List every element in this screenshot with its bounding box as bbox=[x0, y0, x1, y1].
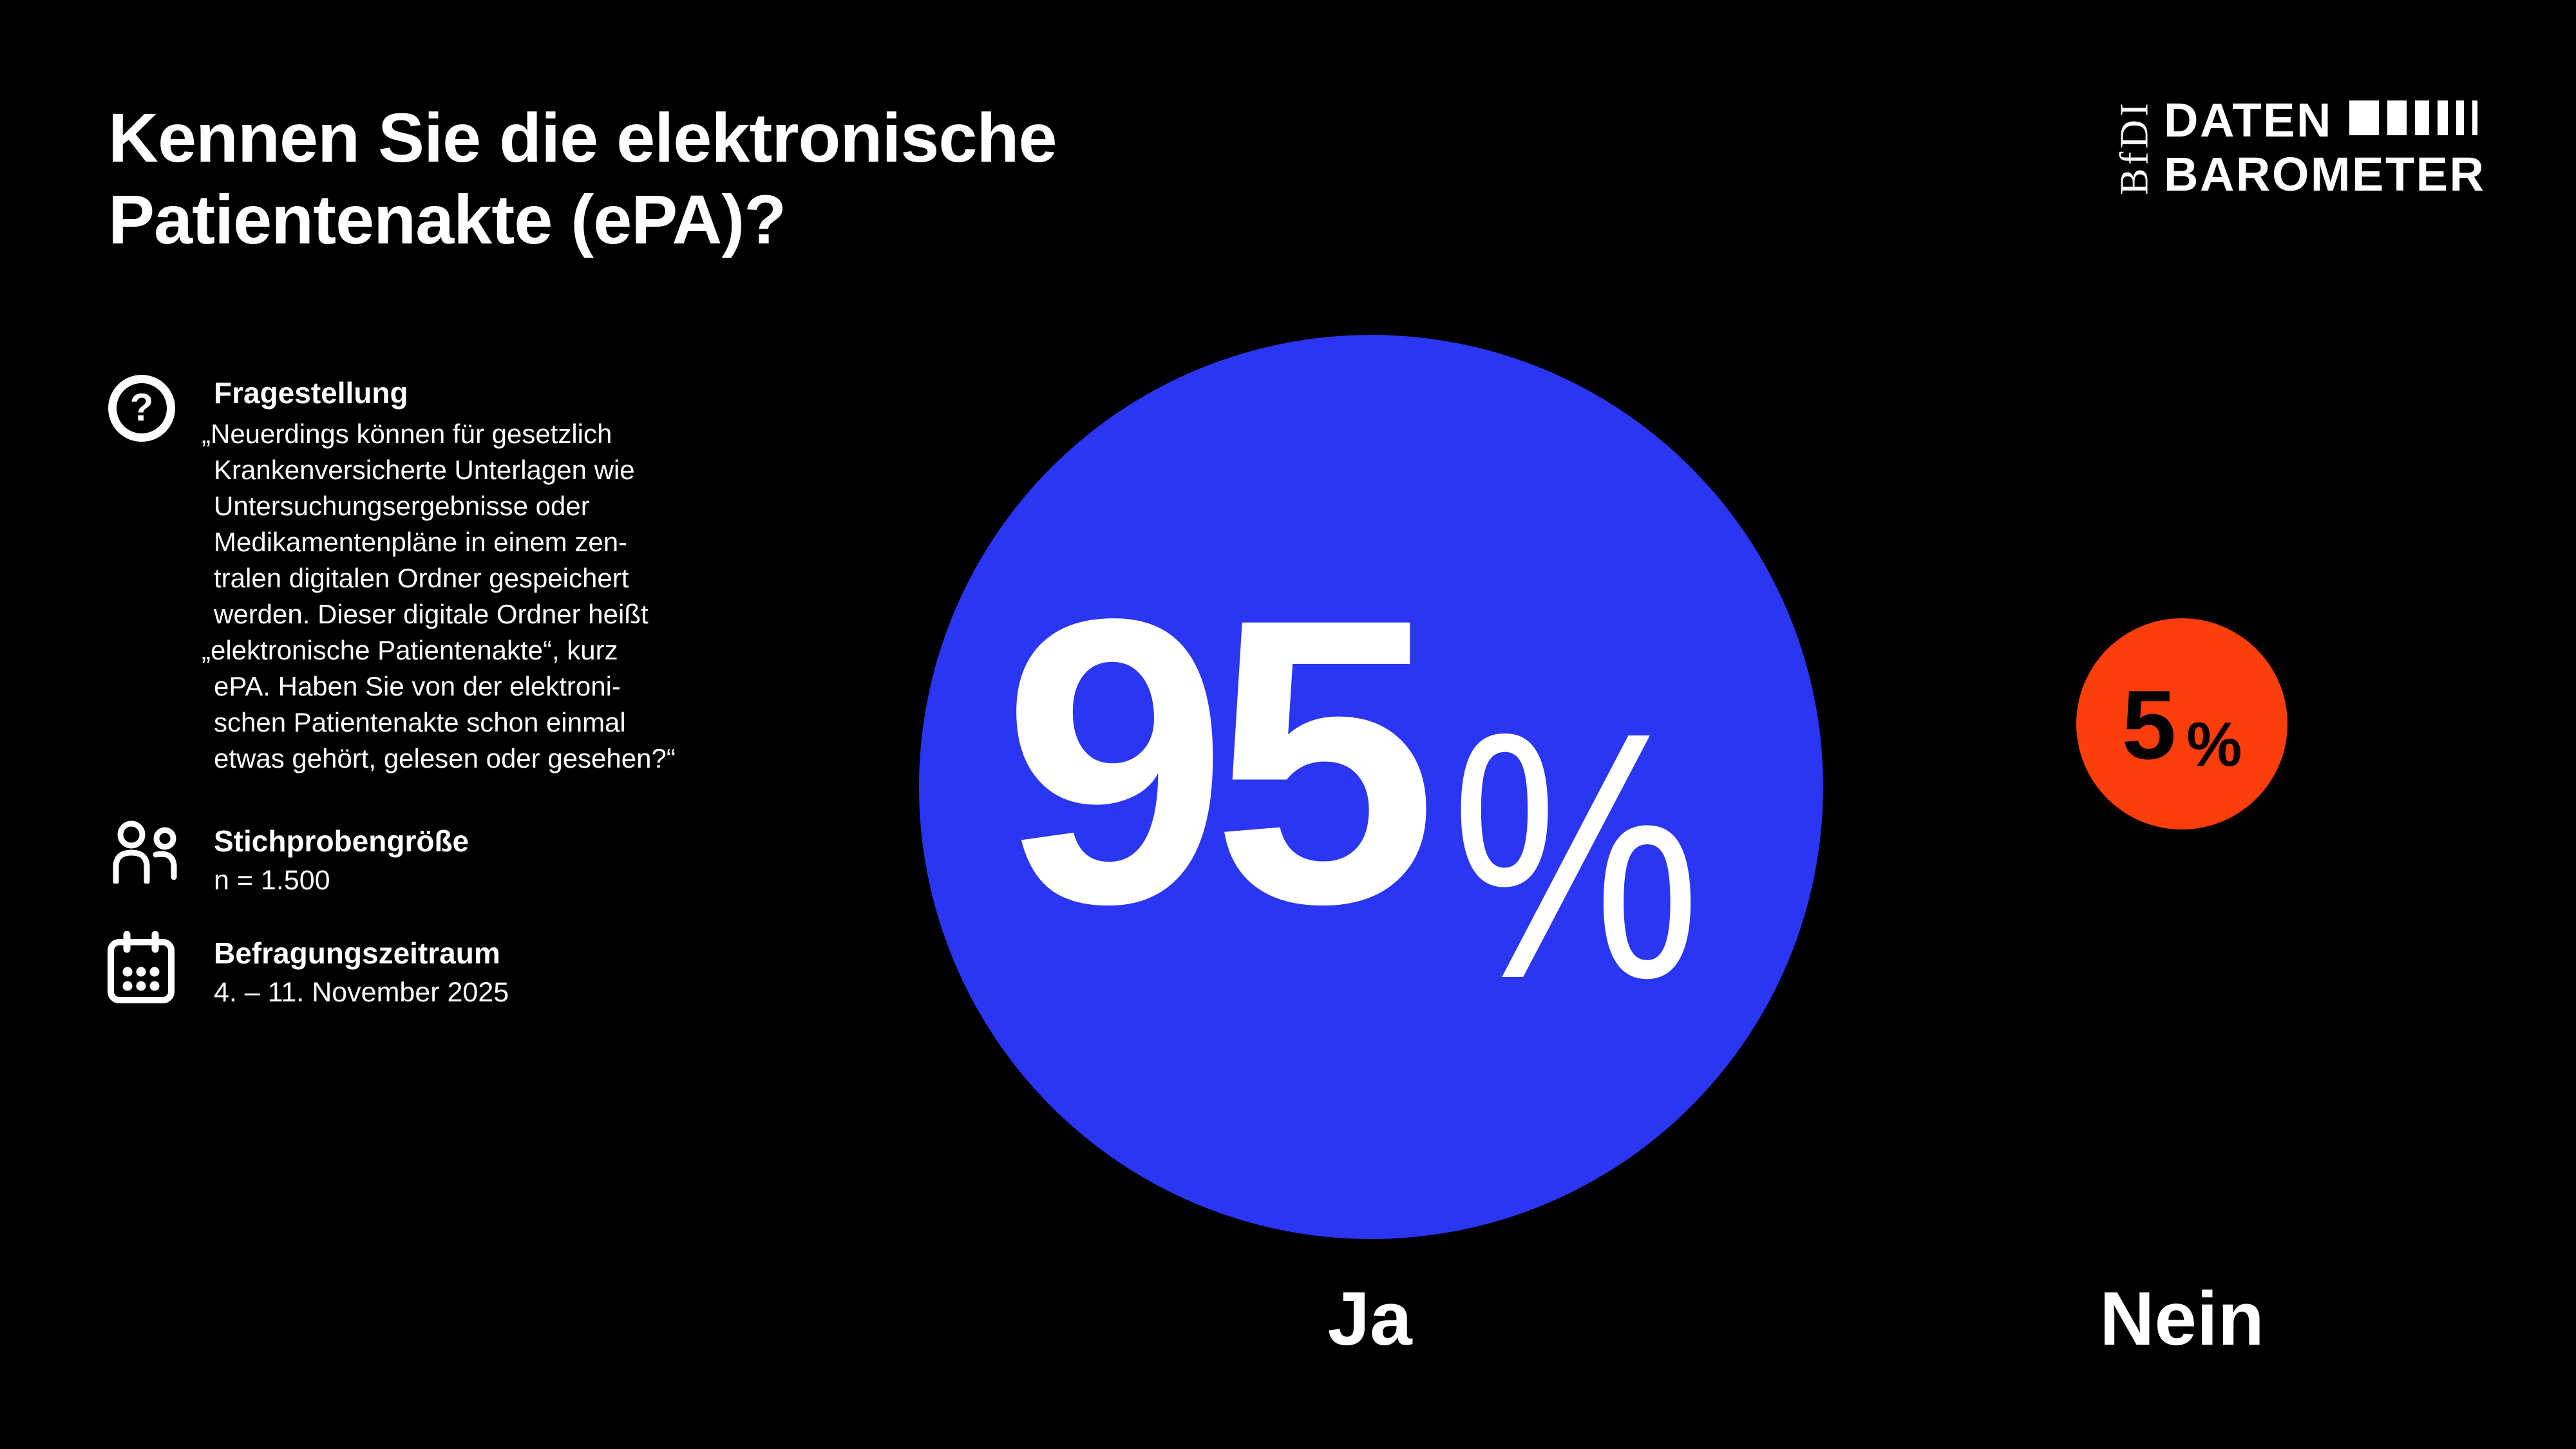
bfdi-wordmark: BfDI bbox=[2112, 97, 2157, 198]
title-line-1: Kennen Sie die elektronische bbox=[108, 99, 1057, 176]
category-label-ja: Ja bbox=[1327, 1276, 1412, 1361]
question-mark-glyph: ? bbox=[129, 386, 154, 429]
bfdi-text: BfDI bbox=[2112, 100, 2157, 195]
question-text-line: „elektronische Patientenakte“, kurz bbox=[202, 635, 618, 665]
sample-size-value: n = 1.500 bbox=[214, 865, 330, 896]
value-ja-number: 95 bbox=[1002, 535, 1437, 988]
value-ja: 95 % bbox=[1002, 535, 1763, 1032]
value-nein-number: 5 bbox=[2121, 670, 2177, 780]
chart-circle-nein: 5 % bbox=[2076, 618, 2287, 829]
survey-period-heading: Befragungszeitraum bbox=[214, 936, 500, 970]
logo-main: DATEN BAROMETER bbox=[2164, 97, 2485, 198]
category-label-nein: Nein bbox=[2099, 1276, 2264, 1361]
question-text-line: „Neuerdings können für gesetzlich bbox=[202, 419, 612, 449]
barometer-bars-icon bbox=[2349, 100, 2477, 135]
question-text-line: Krankenversicherte Unterlagen wie bbox=[214, 455, 635, 485]
question-text-line: tralen digitalen Ordner gespeichert bbox=[214, 563, 629, 593]
question-text-line: ePA. Haben Sie von der elektroni- bbox=[214, 671, 621, 701]
page-title: Kennen Sie die elektronische Patientenak… bbox=[108, 97, 1057, 260]
question-text-line: werden. Dieser digitale Ordner heißt bbox=[214, 599, 649, 629]
survey-period-value: 4. – 11. November 2025 bbox=[214, 977, 509, 1008]
logo-row-daten: DATEN bbox=[2164, 97, 2485, 144]
question-heading: Fragestellung bbox=[214, 376, 408, 410]
barometer-text: BAROMETER bbox=[2164, 147, 2486, 201]
question-mark-icon: ? bbox=[108, 375, 175, 442]
question-text: „Neuerdings können für gesetzlich Kranke… bbox=[202, 416, 676, 777]
daten-text: DATEN bbox=[2164, 93, 2333, 147]
chart-circle-ja: 95 % bbox=[919, 335, 1823, 1239]
question-text-line: etwas gehört, gelesen oder gesehen?“ bbox=[214, 743, 676, 773]
sample-size-heading: Stichprobengröße bbox=[214, 824, 469, 858]
value-nein: 5 % bbox=[2121, 670, 2242, 780]
value-nein-unit: % bbox=[2186, 709, 2242, 779]
calendar-icon bbox=[108, 931, 175, 1003]
question-text-line: schen Patientenakte schon einmal bbox=[214, 707, 626, 737]
value-ja-unit: % bbox=[1451, 660, 1701, 1052]
people-icon bbox=[113, 820, 177, 884]
question-text-line: Medikamentenpläne in einem zen- bbox=[214, 527, 628, 557]
question-text-line: Untersuchungsergebnisse oder bbox=[214, 491, 590, 521]
datenbarometer-logo: BfDI DATEN BAROMETER bbox=[2112, 97, 2485, 198]
title-line-2: Patientenakte (ePA)? bbox=[108, 180, 786, 258]
